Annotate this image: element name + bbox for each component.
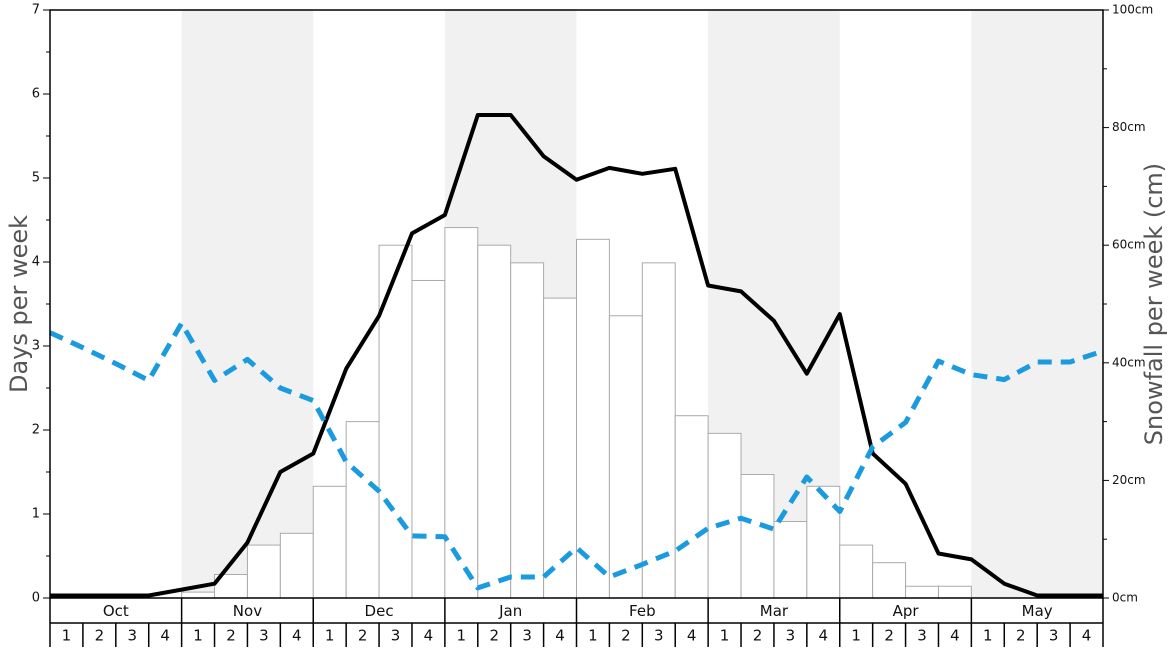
snowfall-bar xyxy=(181,591,216,599)
week-label: 4 xyxy=(292,627,302,645)
day-lines xyxy=(48,113,1104,598)
week-label: 1 xyxy=(720,627,730,645)
week-label: 4 xyxy=(819,627,829,645)
week-label: 2 xyxy=(226,627,236,645)
month-label-may: May xyxy=(1022,602,1053,620)
week-label: 2 xyxy=(489,627,499,645)
week-label: 3 xyxy=(654,627,664,645)
y-tick-label: 6 xyxy=(32,87,40,102)
week-label: 4 xyxy=(687,627,697,645)
month-label-jan: Jan xyxy=(498,602,522,620)
week-label: 2 xyxy=(884,627,894,645)
week-label: 4 xyxy=(160,627,170,645)
week-label: 1 xyxy=(325,627,335,645)
week-label: 4 xyxy=(1082,627,1092,645)
week-label: 1 xyxy=(851,627,861,645)
snowfall-bar xyxy=(279,532,314,599)
y2-tick-label: 20cm xyxy=(1112,473,1146,487)
snowfall-bar xyxy=(510,262,545,599)
week-label: 1 xyxy=(983,627,993,645)
y-tick-label: 4 xyxy=(32,255,40,270)
month-label-nov: Nov xyxy=(233,602,262,620)
y2-tick-label: 0cm xyxy=(1112,591,1138,605)
dashed-series-line xyxy=(48,320,1104,591)
week-label: 1 xyxy=(588,627,598,645)
snowfall-bar xyxy=(674,415,709,599)
y2-tick-label: 40cm xyxy=(1112,355,1146,369)
snowfall-bar xyxy=(872,562,907,599)
snowfall-bar xyxy=(905,585,939,599)
month-label-dec: Dec xyxy=(365,602,394,620)
month-label-feb: Feb xyxy=(629,602,656,620)
y-axis-title: Days per week xyxy=(5,215,33,393)
y-tick-label: 2 xyxy=(32,423,40,438)
week-label: 3 xyxy=(259,627,269,645)
snowfall-bar xyxy=(444,227,479,599)
y-tick-label: 0 xyxy=(32,591,40,606)
y2-tick-label: 100cm xyxy=(1112,3,1153,17)
snowfall-bar xyxy=(543,297,577,599)
week-label: 4 xyxy=(424,627,434,645)
snowfall-bar xyxy=(312,485,347,599)
week-label: 3 xyxy=(1049,627,1059,645)
month-label-mar: Mar xyxy=(760,602,789,620)
snowfall-bar xyxy=(345,421,380,599)
right-axis: 0cm 20cm 40cm 60cm 80cm 100cm xyxy=(1103,3,1153,605)
snowfall-bar xyxy=(806,485,841,599)
week-label: 2 xyxy=(621,627,631,645)
shade-may xyxy=(971,10,1103,598)
snowfall-bar xyxy=(411,279,446,599)
shade-nov xyxy=(181,10,314,598)
snowfall-bar xyxy=(576,238,610,599)
week-label: 2 xyxy=(95,627,105,645)
snowfall-bar xyxy=(839,544,874,599)
week-label: 4 xyxy=(950,627,960,645)
month-label-oct: Oct xyxy=(103,602,129,620)
week-label: 3 xyxy=(391,627,401,645)
left-axis: 0 1 2 3 4 5 6 7 xyxy=(32,3,50,606)
week-label: 1 xyxy=(193,627,203,645)
snowfall-bar xyxy=(707,432,742,599)
y2-tick-label: 60cm xyxy=(1112,238,1146,252)
snowfall-bar xyxy=(740,474,775,599)
snowfall-bar xyxy=(937,585,972,599)
snowfall-bar xyxy=(378,244,413,599)
week-label: 3 xyxy=(127,627,137,645)
x-axis-table: Oct 1 2 3 4 Nov 1 2 3 4 Dec 1 2 3 4 Jan 1 2 3 4 Feb 1 2 3 4 Mar 1 2… xyxy=(49,598,1104,647)
y-tick-label: 5 xyxy=(32,171,40,186)
y2-axis-title: Snowfall per week (cm) xyxy=(1140,163,1168,445)
month-label-apr: Apr xyxy=(893,602,920,620)
week-label: 2 xyxy=(1016,627,1026,645)
y2-tick-label: 80cm xyxy=(1112,120,1146,134)
week-label: 2 xyxy=(753,627,763,645)
week-label: 3 xyxy=(786,627,796,645)
snowfall-bar xyxy=(641,262,676,599)
y-tick-label: 7 xyxy=(32,3,40,18)
week-label: 3 xyxy=(522,627,532,645)
week-label: 1 xyxy=(62,627,72,645)
snowfall-bars xyxy=(181,227,972,599)
week-label: 3 xyxy=(917,627,927,645)
snowfall-bar xyxy=(477,244,512,599)
solid-series-line xyxy=(50,113,1103,598)
y-tick-label: 3 xyxy=(32,339,40,354)
y-tick-label: 1 xyxy=(32,507,40,522)
snowfall-bar xyxy=(246,544,281,599)
snowfall-bar xyxy=(608,315,643,599)
week-label: 1 xyxy=(457,627,467,645)
snowfall-bar xyxy=(773,521,808,599)
week-label: 4 xyxy=(555,627,565,645)
week-label: 2 xyxy=(358,627,368,645)
